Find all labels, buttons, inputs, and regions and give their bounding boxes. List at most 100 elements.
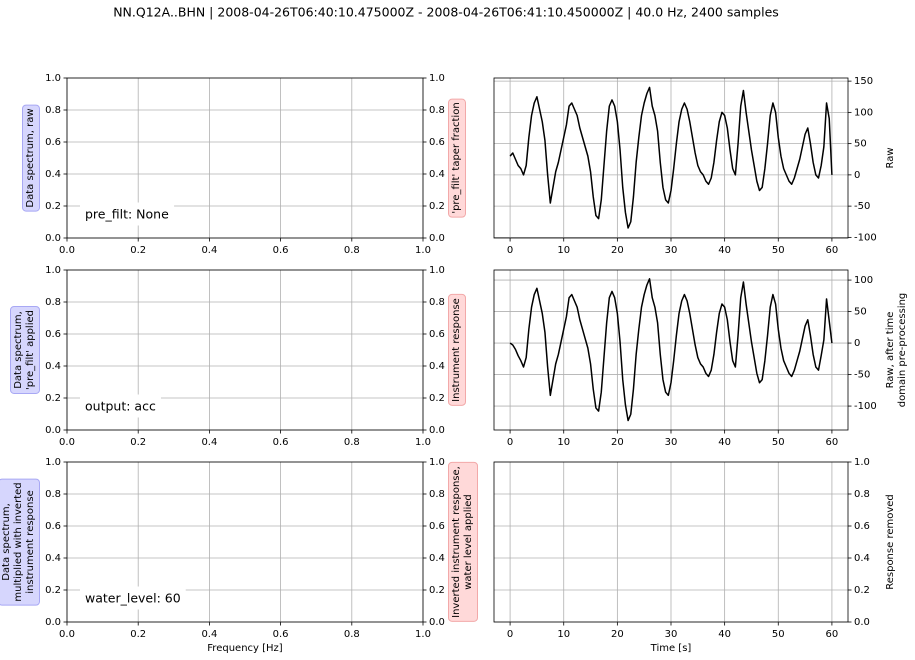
y-tick-label: 0.0 [854,617,870,628]
y2-tick-label: 0.4 [429,361,445,372]
y2-tick-label: 0.2 [429,585,445,596]
y-tick-label: 0.0 [45,233,61,244]
x-tick-label: 10 [557,437,570,448]
figure-title: NN.Q12A..BHN | 2008-04-26T06:40:10.47500… [113,5,779,20]
data-line [509,278,833,422]
x-tick-label: 0.6 [273,629,289,640]
x-tick-label: 10 [557,245,570,256]
axis-label: Data spectrum, multiplied with inverted … [0,478,40,606]
axes: 0.0 0.2 0.4 0.6 0.8 1.00.00.20.40.60.81.00.00… [45,457,445,640]
x-tick-label: 20 [611,629,624,640]
y-tick-label: 0.0 [45,617,61,628]
y2-tick-label: 0.0 [429,233,445,244]
axes-frame [493,461,849,623]
axes: 0.0 0.2 0.4 0.6 0.8 1.00.00.20.40.60.81.00.00… [45,265,445,448]
y-tick-label: 0.4 [45,361,61,372]
annotation-box [80,586,186,610]
y-tick-label: 50 [854,139,867,150]
x-tick-label: 0.2 [130,245,146,256]
axes: 0 10 20 30 40 50 60 -100 -50 0 50 100 150 [494,76,877,256]
y-tick-label: -100 [854,232,877,243]
annotation: water_level: 60 [85,591,181,606]
x-tick-label: 0 [507,245,513,256]
y-tick-label: 1.0 [45,73,61,84]
x-tick-label: 40 [718,437,731,448]
x-tick-label: 50 [772,437,785,448]
x-tick-label: 0 [507,629,513,640]
y2-tick-label: 1.0 [429,73,445,84]
annotation: pre_filt: None [85,207,169,222]
x-tick-label: 0.8 [344,437,360,448]
y2-tick-label: 0.4 [429,169,445,180]
y2-tick-label: 0.4 [429,553,445,564]
y2-tick-label: 0.2 [429,201,445,212]
y-tick-label: 1.0 [854,457,870,468]
x-tick-label: 40 [718,245,731,256]
x-axis-label: Time [s] [650,643,692,654]
axis-label: Inverted instrument response, water leve… [448,462,478,622]
axes-frame [66,77,424,239]
x-tick-label: 0.8 [344,245,360,256]
y2-tick-label: 0.6 [429,137,445,148]
x-tick-label: 20 [611,437,624,448]
y-tick-label: 0.4 [854,553,870,564]
axis-label: Raw [885,147,896,169]
y-tick-label: 0.4 [45,553,61,564]
y-tick-label: 0.8 [45,105,61,116]
y-tick-label: 0.8 [45,297,61,308]
x-tick-label: 30 [665,437,678,448]
y-tick-label: -50 [854,201,870,212]
y-tick-label: 0.6 [45,329,61,340]
x-tick-label: 0 [507,437,513,448]
y-tick-label: 0.8 [854,489,870,500]
axis-label: Instrument response [448,294,466,406]
data-line [509,86,833,229]
y2-tick-label: 0.6 [429,329,445,340]
y2-tick-label: 0.8 [429,489,445,500]
y-tick-label: 0.4 [45,169,61,180]
y2-tick-label: 0.2 [429,393,445,404]
x-tick-label: 1.0 [415,245,431,256]
y-tick-label: 0.6 [45,521,61,532]
x-tick-label: 0.2 [130,437,146,448]
y-tick-label: 150 [854,76,873,87]
annotation-box [80,202,175,226]
x-tick-label: 0.0 [59,245,75,256]
y-tick-label: -100 [854,401,877,412]
axes-frame [493,77,849,239]
y2-tick-label: 0.0 [429,617,445,628]
y-tick-label: 0.8 [45,489,61,500]
y2-tick-label: 0.6 [429,521,445,532]
y-tick-label: 0.0 [45,425,61,436]
x-tick-label: 40 [718,629,731,640]
annotation-box [80,394,161,418]
x-tick-label: 0.4 [201,245,217,256]
x-tick-label: 0.4 [201,629,217,640]
x-tick-label: 0.6 [273,245,289,256]
y2-tick-label: 1.0 [429,457,445,468]
y-tick-label: 0 [854,338,860,349]
y-tick-label: 100 [854,275,873,286]
x-tick-label: 1.0 [415,629,431,640]
y-tick-label: 100 [854,107,873,118]
x-tick-label: 0.8 [344,629,360,640]
y2-tick-label: 0.0 [429,425,445,436]
y-tick-label: 0.6 [854,521,870,532]
y2-tick-label: 1.0 [429,265,445,276]
x-tick-label: 0.6 [273,437,289,448]
y-tick-label: 1.0 [45,265,61,276]
axes-frame [66,461,424,623]
axis-label: Raw, after time domain pre-processing [885,292,908,408]
y-tick-label: 0.2 [45,201,61,212]
x-tick-label: 0.0 [59,629,75,640]
axis-label: Data spectrum, raw [22,104,40,212]
annotation: output: acc [85,399,156,414]
x-tick-label: 50 [772,245,785,256]
y2-tick-label: 0.8 [429,105,445,116]
axes-frame [66,269,424,431]
axes: 0 10 20 30 40 50 60 0.0 0.2 0.4 0.6 0.8 1.0 [494,457,870,640]
axis-label: Data spectrum, 'pre_filt' applied [10,306,40,394]
x-tick-label: 0.2 [130,629,146,640]
x-tick-label: 10 [557,629,570,640]
